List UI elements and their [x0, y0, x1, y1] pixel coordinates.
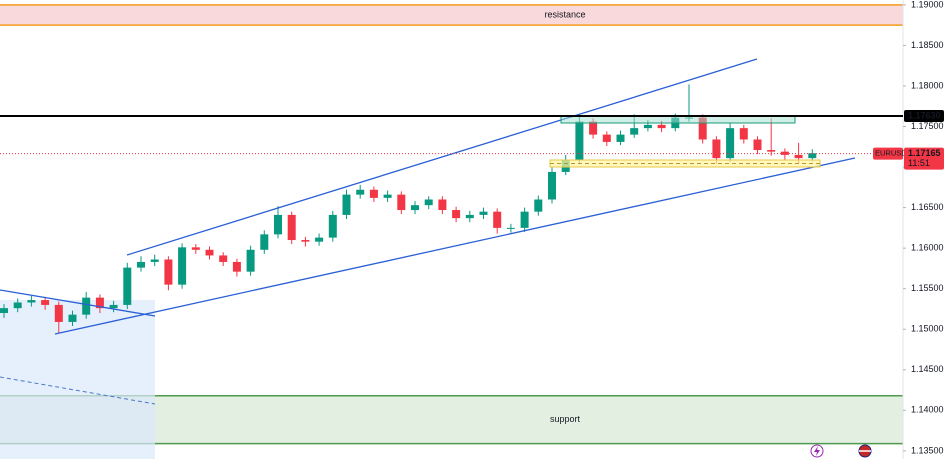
- candle-body: [643, 124, 652, 129]
- candle-body: [465, 214, 474, 219]
- countdown: 11:51: [908, 158, 930, 168]
- candle-body: [68, 314, 77, 322]
- candle-body: [534, 199, 543, 212]
- candle-body: [780, 151, 789, 155]
- candle-body: [657, 124, 666, 129]
- candle-body: [438, 199, 447, 211]
- candle-body: [0, 308, 8, 314]
- candle-body: [369, 189, 378, 198]
- candle-body: [356, 189, 365, 195]
- level-label: 1.17630: [908, 110, 941, 120]
- y-tick-label: 1.16500: [911, 202, 944, 212]
- candle-body: [506, 227, 515, 229]
- candle-body: [616, 134, 625, 142]
- candle-body: [808, 153, 817, 159]
- candle-body: [274, 214, 282, 235]
- candle-body: [424, 199, 433, 206]
- candle-body: [411, 205, 419, 211]
- candle-body: [452, 210, 461, 219]
- candle-body: [589, 121, 598, 135]
- candle-body: [150, 259, 159, 262]
- zone-label: resistance: [544, 9, 585, 19]
- dashed-trendline: [0, 376, 156, 405]
- candle-body: [602, 134, 611, 142]
- zone-label: support: [550, 414, 581, 424]
- price-label: 1.17165: [908, 148, 941, 158]
- y-tick-label: 1.14500: [911, 364, 944, 374]
- candle-body: [54, 304, 63, 322]
- candle-body: [315, 237, 324, 242]
- candle-body: [41, 300, 50, 305]
- candle-body: [328, 214, 337, 238]
- y-tick-label: 1.16000: [911, 243, 944, 253]
- candle-body: [383, 194, 392, 198]
- candle-body: [123, 267, 132, 305]
- event-bolt: [814, 446, 820, 456]
- candle-body: [109, 304, 118, 309]
- candle-body: [739, 128, 748, 140]
- candle-body: [205, 249, 214, 256]
- supply-box: [560, 115, 796, 124]
- level-tag: [904, 109, 944, 122]
- candle-body: [287, 214, 296, 241]
- range-shade: [0, 300, 155, 459]
- falling-trendline: [0, 289, 156, 317]
- y-tick-label: 1.18500: [911, 40, 944, 50]
- candle-body: [712, 139, 721, 159]
- candle-body: [232, 261, 241, 272]
- price-tag: [904, 147, 944, 170]
- candle-body: [397, 194, 406, 211]
- candle-body: [479, 211, 488, 215]
- candle-body: [520, 211, 529, 228]
- candle-body: [301, 240, 310, 242]
- candle-body: [260, 234, 269, 250]
- candle-body: [13, 302, 22, 309]
- zone: [0, 4, 903, 26]
- channel-upper: [126, 58, 758, 256]
- candle-body: [27, 300, 36, 303]
- candle-body: [726, 128, 735, 159]
- symbol-tag: [873, 147, 903, 160]
- y-tick-label: 1.17500: [911, 121, 944, 131]
- y-tick-label: 1.18000: [911, 80, 944, 90]
- candle-body: [548, 171, 556, 200]
- candle-body: [246, 249, 255, 272]
- candle-body: [630, 128, 639, 135]
- y-tick-label: 1.15500: [911, 283, 944, 293]
- candle-body: [137, 261, 145, 268]
- candle-body: [753, 139, 762, 151]
- channel-lower: [54, 157, 856, 335]
- candle-body: [342, 194, 351, 215]
- symbol-label: EURUSD: [875, 149, 907, 158]
- candle-body: [164, 259, 173, 285]
- y-tick-label: 1.14000: [911, 405, 944, 415]
- candle-body: [95, 297, 104, 309]
- candle-body: [794, 154, 803, 159]
- candle-body: [493, 211, 502, 228]
- y-tick-label: 1.13500: [911, 445, 944, 455]
- candle-body: [767, 150, 776, 152]
- candle-body: [219, 255, 228, 262]
- price-axis: [903, 0, 948, 459]
- y-tick-label: 1.19000: [911, 0, 944, 9]
- candle-body: [82, 297, 91, 315]
- candle-body: [191, 247, 200, 250]
- y-tick-label: 1.15000: [911, 324, 944, 334]
- candle-body: [698, 117, 707, 140]
- candle-body: [575, 121, 584, 160]
- candle-body: [178, 247, 187, 285]
